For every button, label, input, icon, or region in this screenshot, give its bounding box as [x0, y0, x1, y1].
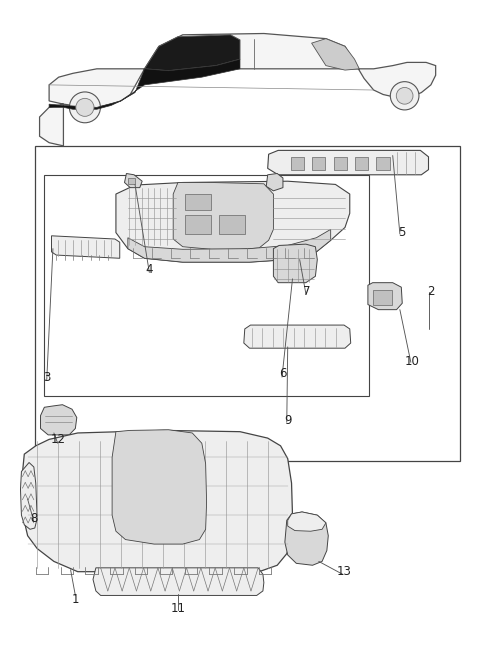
Text: 10: 10 [404, 355, 419, 368]
Bar [290, 157, 304, 170]
Text: 5: 5 [398, 226, 406, 239]
Polygon shape [40, 404, 77, 435]
Bar [355, 157, 368, 170]
Text: 2: 2 [427, 285, 434, 298]
Bar [376, 157, 390, 170]
Text: 1: 1 [72, 593, 79, 606]
Polygon shape [288, 512, 326, 531]
Polygon shape [112, 430, 206, 544]
Bar [334, 157, 347, 170]
Text: 3: 3 [43, 371, 50, 384]
Text: 12: 12 [50, 433, 65, 446]
Bar [185, 215, 211, 234]
Bar [218, 215, 245, 234]
Polygon shape [21, 462, 37, 530]
Text: 6: 6 [279, 368, 287, 381]
Bar [372, 290, 392, 304]
Polygon shape [128, 230, 331, 262]
Bar [35, 146, 459, 461]
Polygon shape [312, 39, 360, 70]
Polygon shape [22, 430, 292, 571]
Ellipse shape [396, 88, 413, 104]
Text: 7: 7 [303, 285, 311, 298]
Ellipse shape [76, 99, 94, 116]
Ellipse shape [70, 92, 100, 123]
Polygon shape [39, 34, 436, 146]
Polygon shape [285, 512, 328, 565]
Polygon shape [51, 236, 120, 258]
Bar [44, 175, 369, 397]
Polygon shape [368, 283, 402, 310]
Bar [185, 194, 211, 210]
Text: 9: 9 [284, 413, 291, 426]
Bar [128, 178, 135, 184]
Polygon shape [144, 35, 240, 71]
Text: 11: 11 [170, 602, 185, 615]
Polygon shape [116, 181, 350, 262]
Text: 13: 13 [336, 565, 351, 578]
Ellipse shape [390, 82, 419, 110]
Polygon shape [124, 174, 142, 188]
Polygon shape [274, 244, 317, 283]
Text: 4: 4 [145, 263, 153, 276]
Text: 8: 8 [30, 512, 37, 525]
Polygon shape [268, 150, 429, 175]
Polygon shape [244, 325, 351, 348]
Polygon shape [49, 59, 240, 109]
Polygon shape [173, 183, 274, 249]
Bar [312, 157, 325, 170]
Polygon shape [93, 568, 264, 595]
Polygon shape [266, 174, 283, 191]
